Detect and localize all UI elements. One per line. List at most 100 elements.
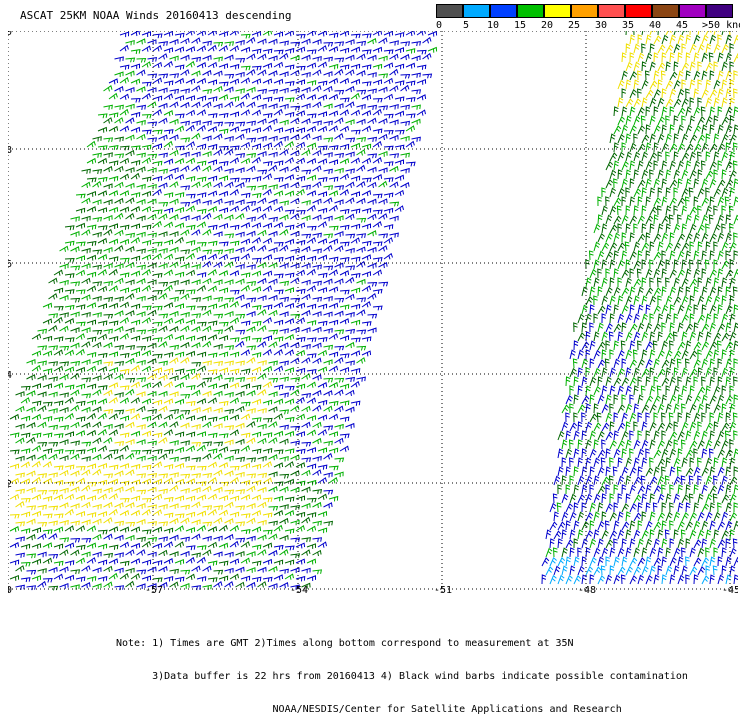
wind-barb (147, 440, 157, 446)
wind-barb (163, 381, 173, 388)
wind-barb (652, 340, 658, 351)
wind-barb (389, 181, 399, 188)
wind-barb (119, 206, 130, 213)
wind-barb (136, 231, 146, 238)
wind-barb (262, 188, 272, 196)
wind-barb (218, 367, 228, 373)
wind-barb (103, 246, 113, 253)
wind-barb (721, 133, 729, 144)
wind-barb (64, 508, 74, 516)
wind-barb (597, 359, 606, 369)
wind-barb (158, 421, 168, 428)
wind-barb (202, 325, 212, 332)
wind-barb (356, 345, 367, 351)
wind-barb (114, 310, 124, 317)
wind-barb (229, 188, 239, 196)
wind-barb (565, 376, 571, 387)
wind-barb (597, 556, 604, 567)
wind-barb (609, 530, 618, 540)
wind-barb (240, 222, 251, 229)
wind-barb (685, 394, 693, 405)
wind-barb (649, 31, 656, 36)
wind-barb (15, 455, 25, 462)
wind-barb (229, 558, 240, 565)
wind-barb (191, 487, 201, 493)
wind-barb (621, 502, 630, 513)
wind-barb (92, 231, 102, 238)
wind-barb (693, 466, 701, 477)
wind-barb (653, 430, 660, 441)
wind-barb (125, 167, 135, 173)
wind-barb (657, 44, 666, 54)
wind-barb (284, 157, 294, 164)
wind-barb (262, 432, 273, 438)
wind-barb (86, 352, 97, 358)
wind-barb (661, 196, 668, 207)
wind-barb (59, 424, 70, 431)
wind-barb (597, 250, 605, 261)
wind-barb (306, 225, 317, 231)
wind-barb (356, 149, 366, 156)
wind-barb (218, 270, 229, 277)
wind-barb (70, 342, 80, 349)
wind-barb (301, 373, 311, 380)
wind-barb (196, 431, 206, 437)
wind-barb (130, 351, 140, 358)
wind-barb (20, 528, 31, 534)
wind-barb (64, 304, 75, 310)
wind-barb (705, 151, 711, 162)
wind-barb (306, 320, 317, 326)
wind-barb (240, 320, 251, 326)
wind-barb (295, 511, 306, 518)
wind-barb (180, 517, 190, 524)
wind-barb (681, 367, 688, 378)
wind-barb (617, 457, 623, 468)
wind-barb (617, 511, 624, 522)
wind-barb (185, 384, 196, 391)
wind-barb (361, 64, 372, 70)
wind-barb (717, 52, 724, 63)
wind-barb (323, 168, 333, 174)
wind-barb (92, 152, 102, 158)
wind-barb (257, 69, 267, 76)
wind-barb (383, 207, 394, 214)
wind-barb (661, 268, 667, 279)
wind-barb (637, 466, 643, 477)
wind-barb (389, 201, 400, 207)
wind-barb (147, 39, 157, 45)
wind-barb (378, 180, 388, 188)
wind-barb (585, 331, 591, 342)
wind-barb (661, 304, 669, 315)
wind-barb (613, 448, 621, 459)
wind-barb (649, 439, 656, 450)
wind-barb (81, 393, 92, 399)
wind-barb (334, 377, 345, 383)
wind-barb (733, 574, 738, 585)
wind-barb (394, 63, 405, 70)
wind-barb (697, 151, 702, 162)
wind-barb (677, 107, 686, 117)
wind-barb (693, 214, 700, 225)
wind-barb (169, 568, 179, 574)
wind-barb (729, 115, 735, 126)
wind-barb (37, 328, 47, 334)
wind-barb (617, 404, 626, 414)
wind-barb (191, 519, 201, 525)
wind-barb (273, 205, 284, 213)
wind-barb (621, 142, 626, 153)
wind-barb (653, 268, 661, 279)
wind-barb (617, 566, 626, 576)
wind-barb (207, 560, 218, 566)
wind-barb (629, 124, 637, 135)
wind-barb (70, 230, 80, 237)
wind-barb (290, 41, 301, 47)
wind-barb (31, 460, 41, 468)
wind-barb (328, 63, 339, 70)
wind-barb (202, 421, 212, 428)
wind-barb (235, 278, 245, 285)
wind-barb (725, 286, 731, 297)
wind-barb (262, 512, 273, 518)
wind-barb (689, 566, 698, 576)
wind-barb (317, 176, 328, 183)
wind-barb (64, 542, 75, 549)
